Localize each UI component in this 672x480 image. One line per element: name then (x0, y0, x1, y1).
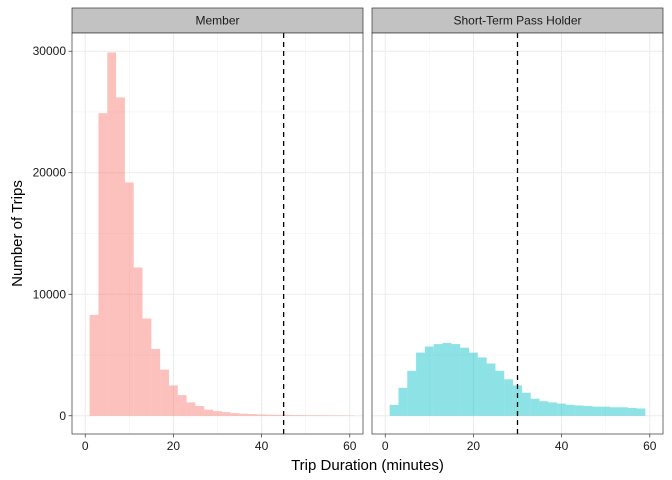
histogram-bar (469, 352, 478, 416)
histogram-bar (548, 402, 558, 416)
histogram-bar (230, 413, 240, 416)
histogram-bar (169, 385, 178, 416)
histogram-bar (513, 385, 522, 416)
panel-border (71, 32, 364, 435)
panel-border (371, 32, 664, 435)
facet-strip-label: Short-Term Pass Holder (453, 14, 581, 28)
histogram-bar (221, 412, 231, 416)
x-tick-label: 60 (643, 439, 657, 453)
histogram-bar (160, 369, 169, 416)
gridlines (72, 33, 363, 434)
histogram-bar (504, 379, 514, 416)
histogram-bar (186, 402, 196, 416)
x-axes: 0 20 40 60 0 20 40 60 (82, 434, 657, 453)
histogram-bar (239, 413, 249, 416)
facet-panel-1: Member (71, 7, 364, 435)
histogram-bar (451, 344, 461, 416)
histogram-bar (601, 406, 611, 416)
x-axis-panel-2: 0 20 40 60 (382, 434, 657, 453)
histogram-bar (530, 398, 540, 416)
histogram-bar (133, 267, 143, 416)
y-tick-label: 30000 (33, 44, 67, 58)
x-tick-label: 40 (555, 439, 569, 453)
x-tick-label: 60 (343, 439, 357, 453)
x-tick-label: 0 (82, 439, 89, 453)
histogram-bar (195, 406, 205, 416)
histogram-bar (124, 182, 134, 416)
histogram-bar (89, 314, 99, 416)
histogram-bar (627, 407, 637, 416)
x-tick-label: 40 (255, 439, 269, 453)
histogram-bar (204, 409, 214, 416)
histogram-bar (248, 414, 258, 416)
facet-panel-2: Short-Term Pass Holder (371, 7, 664, 435)
facet-strip-label: Member (195, 14, 239, 28)
histogram-bar (495, 370, 505, 416)
histogram-bar (98, 113, 108, 416)
y-tick-label: 20000 (33, 166, 67, 180)
histogram-bar (477, 357, 487, 416)
histogram-bar (521, 392, 531, 416)
x-tick-label: 0 (382, 439, 389, 453)
histogram-bar (310, 415, 319, 416)
x-tick-label: 20 (167, 439, 181, 453)
histogram-bar (416, 352, 425, 416)
histogram-bar (151, 348, 161, 416)
y-axis: 0 10000 20000 30000 (33, 44, 72, 423)
facet-panels: Member Short-Term Pass Holder (71, 7, 664, 435)
histogram-bar (557, 403, 566, 416)
histogram-bar (398, 387, 408, 416)
histogram-bar (292, 415, 302, 416)
histogram-bar (116, 97, 125, 416)
histogram-bar (266, 414, 275, 416)
histogram-bar (213, 411, 222, 416)
histogram-bar (407, 370, 417, 416)
histogram-bar (301, 415, 311, 416)
histogram-bar (566, 404, 575, 416)
histogram-bar (574, 405, 584, 416)
histogram-bar (274, 414, 284, 416)
x-tick-label: 20 (467, 439, 481, 453)
y-tick-label: 0 (59, 409, 66, 423)
histogram-bar (592, 406, 602, 416)
x-axis-panel-1: 0 20 40 60 (82, 434, 357, 453)
histogram-bar (610, 407, 619, 416)
histogram-bar (539, 401, 549, 416)
histogram-bar (283, 414, 293, 416)
histogram-bar (107, 52, 117, 416)
histogram-bar (424, 346, 434, 416)
histogram-bar (177, 395, 187, 416)
histogram-bar (257, 414, 266, 416)
histogram-bars (389, 342, 646, 416)
histogram-bar (583, 406, 593, 416)
histogram-bar (142, 318, 152, 416)
facet-strip (71, 7, 364, 34)
y-tick-label: 10000 (33, 287, 67, 301)
histogram-bar (486, 363, 496, 416)
histogram-bar (636, 408, 646, 416)
histogram-bar (442, 342, 452, 416)
histogram-bar (433, 344, 443, 416)
histogram-bar (618, 407, 628, 416)
histogram-bars (89, 52, 355, 416)
y-axis-title: Number of Trips (9, 180, 26, 287)
histogram-bar (389, 404, 399, 416)
x-axis-title: Trip Duration (minutes) (291, 457, 444, 474)
histogram-bar (460, 347, 469, 416)
